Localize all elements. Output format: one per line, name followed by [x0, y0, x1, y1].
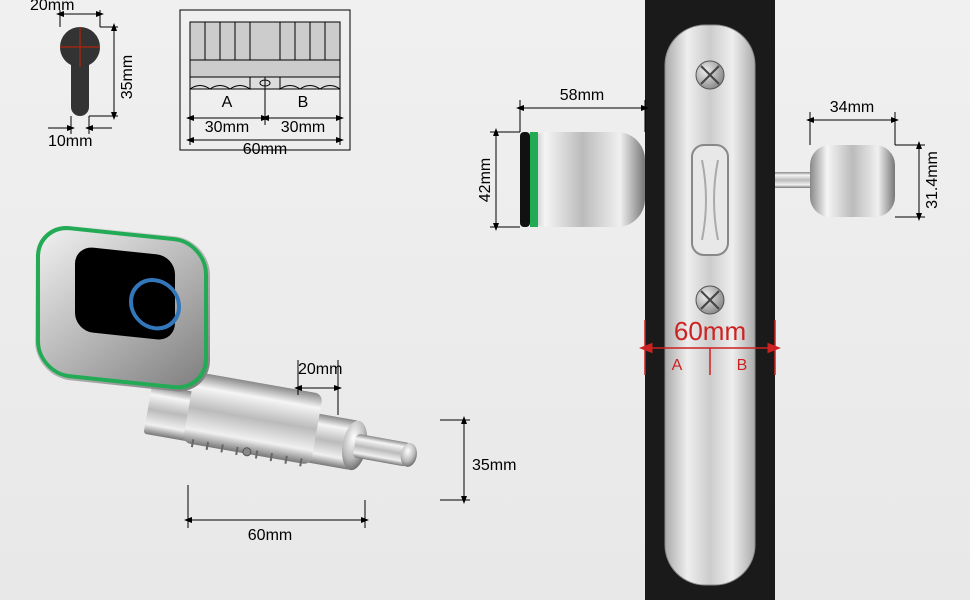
- plate-label-a: A: [672, 357, 683, 374]
- render-dim-width: 20mm: [298, 361, 342, 378]
- profile-dim-height: 35mm: [119, 55, 136, 99]
- profile-dim-width: 20mm: [30, 0, 74, 14]
- knob-dim-height: 42mm: [477, 158, 494, 202]
- schematic-dim-total: 60mm: [243, 141, 287, 158]
- plate-label-b: B: [737, 357, 748, 374]
- door-assembly: 58mm 42mm 34mm 31.4mm: [477, 0, 941, 600]
- schematic-label-a: A: [222, 94, 233, 111]
- knob-dim-width: 58mm: [560, 87, 604, 104]
- plate-dim-width: 60mm: [674, 316, 746, 346]
- render-lock: 20mm 35mm 60mm: [35, 222, 516, 544]
- thumb-dim-height: 31.4mm: [924, 151, 941, 209]
- dimension-diagram: 20mm 35mm 10mm A B: [0, 0, 970, 600]
- schematic-label-b: B: [298, 94, 309, 111]
- render-dim-height: 35mm: [472, 457, 516, 474]
- knob-left: 58mm 42mm: [477, 87, 645, 227]
- render-dim-cyl: 60mm: [248, 527, 292, 544]
- schematic-dim-a: 30mm: [205, 119, 249, 136]
- cylinder-schematic: A B 30mm 30mm 60mm: [180, 10, 350, 158]
- profile-diagram: 20mm 35mm 10mm: [30, 0, 136, 150]
- schematic-dim-b: 30mm: [281, 119, 325, 136]
- thumb-dim-width: 34mm: [830, 99, 874, 116]
- profile-dim-tail: 10mm: [48, 133, 92, 150]
- thumbturn-right: 34mm 31.4mm: [775, 99, 941, 217]
